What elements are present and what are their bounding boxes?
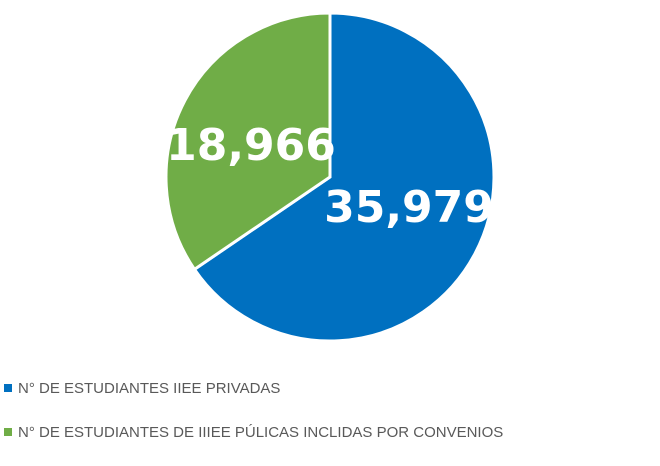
pie-data-labels: 35,979 18,966 bbox=[166, 120, 494, 233]
pie-slice-convenios bbox=[164, 11, 332, 272]
legend-item-convenios: N° DE ESTUDIANTES DE IIIEE PÚLICAS INCLI… bbox=[4, 422, 503, 442]
legend-swatch-convenios bbox=[4, 428, 12, 436]
pie-slices bbox=[164, 11, 496, 343]
legend: N° DE ESTUDIANTES IIEE PRIVADAS N° DE ES… bbox=[4, 378, 503, 466]
legend-swatch-privadas bbox=[4, 384, 12, 392]
data-label-privadas: 35,979 bbox=[324, 182, 494, 233]
pie-chart: 35,979 18,966 bbox=[164, 11, 496, 343]
legend-item-privadas: N° DE ESTUDIANTES IIEE PRIVADAS bbox=[4, 378, 503, 398]
pie-slice-privadas bbox=[192, 11, 496, 343]
legend-label-privadas: N° DE ESTUDIANTES IIEE PRIVADAS bbox=[18, 379, 281, 397]
data-label-convenios: 18,966 bbox=[166, 120, 336, 171]
legend-label-convenios: N° DE ESTUDIANTES DE IIIEE PÚLICAS INCLI… bbox=[18, 423, 504, 441]
